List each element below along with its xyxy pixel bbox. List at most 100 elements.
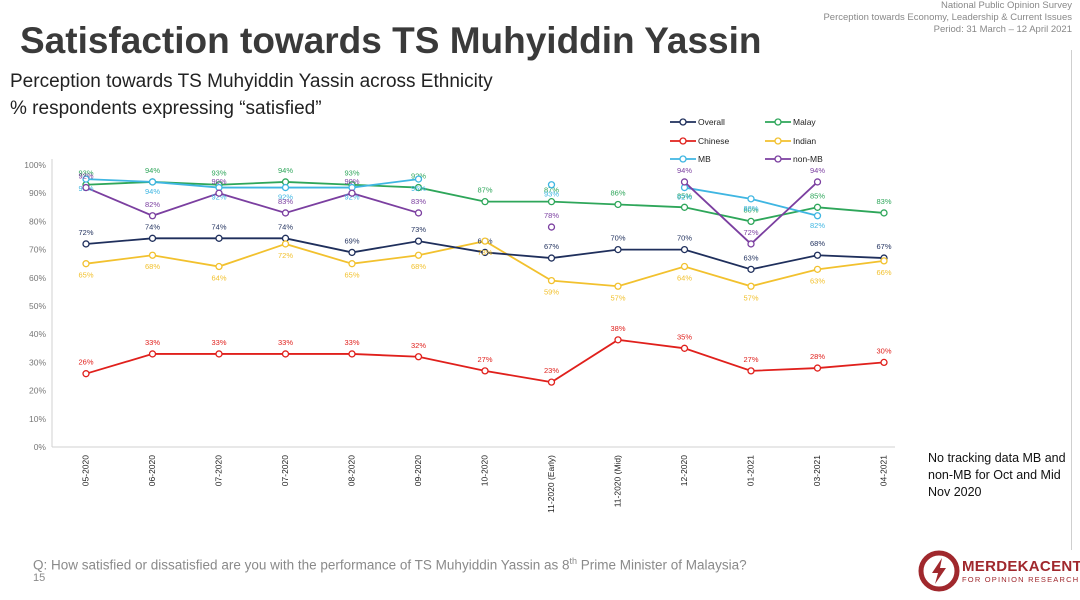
- data-point-chinese: [747, 367, 755, 375]
- data-point-indian: [813, 265, 822, 273]
- data-label-non-mb: 78%: [544, 211, 559, 220]
- y-tick-label: 20%: [29, 386, 46, 396]
- data-label-malay: 93%: [344, 169, 359, 178]
- data-label-indian: 57%: [743, 293, 758, 302]
- data-label-non-mb: 94%: [677, 166, 692, 175]
- x-tick-label: 04-2021: [878, 455, 888, 486]
- data-point-mb: [414, 175, 423, 183]
- data-point-non-mb: [680, 178, 689, 186]
- merdeka-center-logo: MERDEKACENTER FOR OPINION RESEARCH: [918, 550, 1080, 592]
- x-tick-label: 05-2020: [80, 455, 90, 486]
- x-tick-label: 09-2020: [413, 455, 423, 486]
- subtitle-line-1: Perception towards TS Muhyiddin Yassin a…: [10, 71, 493, 92]
- data-label-malay: 83%: [876, 197, 891, 206]
- legend-label-indian: Indian: [793, 136, 816, 146]
- data-label-non-mb: 94%: [810, 166, 825, 175]
- data-point-chinese: [281, 350, 290, 358]
- data-point-malay: [747, 217, 755, 226]
- data-label-indian: 63%: [810, 276, 825, 285]
- x-tick-label: 12-2020: [679, 455, 689, 486]
- data-label-overall: 69%: [344, 236, 359, 245]
- data-point-chinese: [614, 336, 622, 344]
- data-label-non-mb: 72%: [743, 228, 758, 237]
- data-label-malay: 85%: [810, 191, 825, 200]
- data-point-indian: [547, 276, 556, 285]
- data-point-indian: [481, 237, 489, 245]
- data-point-overall: [215, 234, 223, 242]
- data-label-overall: 67%: [544, 242, 559, 251]
- slide-divider: [1071, 50, 1072, 550]
- data-label-chinese: 38%: [610, 324, 625, 333]
- data-point-chinese: [414, 353, 423, 361]
- data-point-non-mb: [82, 183, 90, 192]
- data-label-malay: 86%: [610, 188, 625, 197]
- data-point-malay: [614, 200, 622, 209]
- data-label-malay: 93%: [78, 169, 93, 178]
- data-point-chinese: [813, 364, 822, 372]
- data-point-chinese: [148, 350, 157, 358]
- data-point-mb: [547, 181, 556, 189]
- question-text-end: Prime Minister of Malaysia?: [577, 557, 747, 573]
- y-tick-label: 60%: [29, 273, 46, 283]
- x-tick-label: 08-2020: [346, 455, 356, 486]
- data-label-overall: 63%: [743, 253, 758, 262]
- data-label-malay: 94%: [145, 166, 160, 175]
- chart-subtitle: Perception towards TS Muhyiddin Yassin a…: [10, 68, 493, 122]
- survey-question: Q: How satisfied or dissatisfied are you…: [33, 556, 747, 573]
- logo-name: MERDEKACENTER: [962, 558, 1080, 575]
- data-point-malay: [880, 209, 888, 217]
- data-label-indian: 66%: [876, 268, 891, 277]
- data-label-overall: 67%: [876, 242, 891, 251]
- data-point-indian: [82, 260, 90, 268]
- data-label-malay: 85%: [677, 191, 692, 200]
- data-point-non-mb: [215, 189, 223, 197]
- data-label-overall: 72%: [78, 228, 93, 237]
- data-label-mb: 82%: [810, 221, 825, 230]
- legend-marker-chinese: [679, 137, 687, 145]
- data-point-non-mb: [148, 212, 157, 220]
- data-label-overall: 74%: [211, 222, 226, 231]
- data-label-chinese: 30%: [876, 346, 891, 355]
- y-tick-label: 40%: [29, 329, 46, 339]
- data-point-mb: [148, 178, 157, 186]
- survey-info: National Public Opinion Survey Perceptio…: [823, 0, 1072, 36]
- data-point-malay: [414, 183, 423, 192]
- data-point-malay: [481, 198, 489, 206]
- x-tick-label: 11-2020 (Mid): [612, 455, 622, 507]
- y-tick-label: 80%: [29, 216, 46, 226]
- data-label-chinese: 27%: [477, 355, 492, 364]
- data-label-malay: 94%: [278, 166, 293, 175]
- legend-marker-overall: [679, 118, 687, 126]
- data-label-non-mb: 83%: [278, 197, 293, 206]
- data-label-overall: 73%: [411, 225, 426, 234]
- data-point-mb: [82, 175, 90, 183]
- data-point-chinese: [880, 358, 888, 367]
- legend-label-overall: Overall: [698, 117, 725, 127]
- data-label-chinese: 26%: [78, 358, 93, 367]
- data-point-chinese: [481, 367, 489, 375]
- data-label-chinese: 35%: [677, 332, 692, 341]
- data-point-malay: [813, 203, 822, 211]
- data-label-overall: 70%: [610, 234, 625, 243]
- data-point-overall: [481, 248, 489, 257]
- data-point-indian: [747, 282, 755, 290]
- data-label-mb: 92%: [278, 193, 293, 202]
- data-label-non-mb: 82%: [145, 200, 160, 209]
- y-tick-label: 10%: [29, 414, 46, 424]
- logo-emblem-icon: [918, 550, 960, 592]
- x-tick-label: 03-2021: [812, 455, 822, 486]
- data-point-mb: [747, 195, 755, 203]
- data-point-indian: [215, 262, 223, 271]
- legend-label-malay: Malay: [793, 117, 816, 127]
- data-label-malay: 87%: [544, 186, 559, 195]
- data-label-mb: 94%: [145, 187, 160, 196]
- data-label-chinese: 33%: [278, 338, 293, 347]
- x-tick-label: 11-2020 (Early): [546, 455, 556, 513]
- x-tick-label: 07-2020: [213, 455, 223, 486]
- data-point-non-mb: [348, 189, 356, 197]
- data-label-mb: 93%: [544, 190, 559, 199]
- data-point-indian: [148, 251, 157, 259]
- data-point-chinese: [82, 370, 90, 378]
- data-point-indian: [680, 262, 689, 271]
- y-tick-label: 0%: [34, 442, 47, 452]
